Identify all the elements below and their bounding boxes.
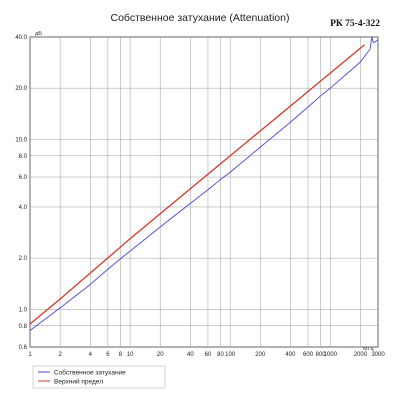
- y-tick-label: 20.0: [15, 86, 27, 92]
- series-line-upper-limit: [29, 44, 365, 325]
- x-tick-label: 40: [187, 352, 194, 358]
- x-axis-unit: МГц: [363, 346, 375, 352]
- x-tick-label: 2000: [354, 352, 368, 358]
- series-lines: [29, 36, 379, 331]
- plot-frame: [29, 36, 379, 348]
- x-tick-label: 2: [58, 352, 62, 358]
- x-tick-label: 4: [89, 352, 93, 358]
- x-tick-label: 800: [316, 352, 327, 358]
- x-tick-label: 600: [303, 352, 314, 358]
- x-tick-label: 3000: [371, 352, 385, 358]
- x-tick-label: 8: [119, 352, 123, 358]
- y-axis-unit: дБ: [35, 31, 42, 37]
- y-tick-labels: 40.0 20.0 10.0 8.0 6.0 4.0 2.0 1.0 0.8 0.6: [15, 35, 27, 351]
- y-tick-label: 8.0: [19, 154, 28, 160]
- y-tick-label: 4.0: [19, 205, 28, 211]
- y-tick-label: 40.0: [15, 35, 27, 41]
- legend: Собственное затухание Верхний предел: [32, 365, 166, 389]
- y-tick-label: 6.0: [19, 175, 28, 181]
- x-tick-label: 200: [255, 352, 266, 358]
- x-tick-label: 60: [205, 352, 212, 358]
- x-tick-label: 20: [157, 352, 164, 358]
- legend-label-attenuation: Собственное затухание: [54, 369, 126, 377]
- y-tick-label: 10.0: [15, 137, 27, 143]
- x-tick-label: 1000: [324, 352, 338, 358]
- y-tick-label: 0.8: [19, 324, 28, 330]
- x-tick-label: 400: [285, 352, 296, 358]
- legend-box: [32, 365, 166, 389]
- x-tick-label: 1: [28, 352, 32, 358]
- chart-title: Собственное затухание (Attenuation): [111, 12, 290, 24]
- chart-subtitle: РК 75-4-322: [330, 19, 380, 29]
- x-tick-label: 10: [127, 352, 134, 358]
- x-tick-label: 100: [225, 352, 236, 358]
- series-line-attenuation: [29, 36, 379, 331]
- y-tick-label: 2.0: [19, 256, 28, 262]
- x-tick-label: 80: [217, 352, 224, 358]
- y-tick-label: 1.0: [19, 307, 28, 313]
- legend-label-upper-limit: Верхний предел: [54, 378, 103, 386]
- y-tick-label: 0.6: [19, 345, 28, 351]
- x-tick-label: 6: [106, 352, 110, 358]
